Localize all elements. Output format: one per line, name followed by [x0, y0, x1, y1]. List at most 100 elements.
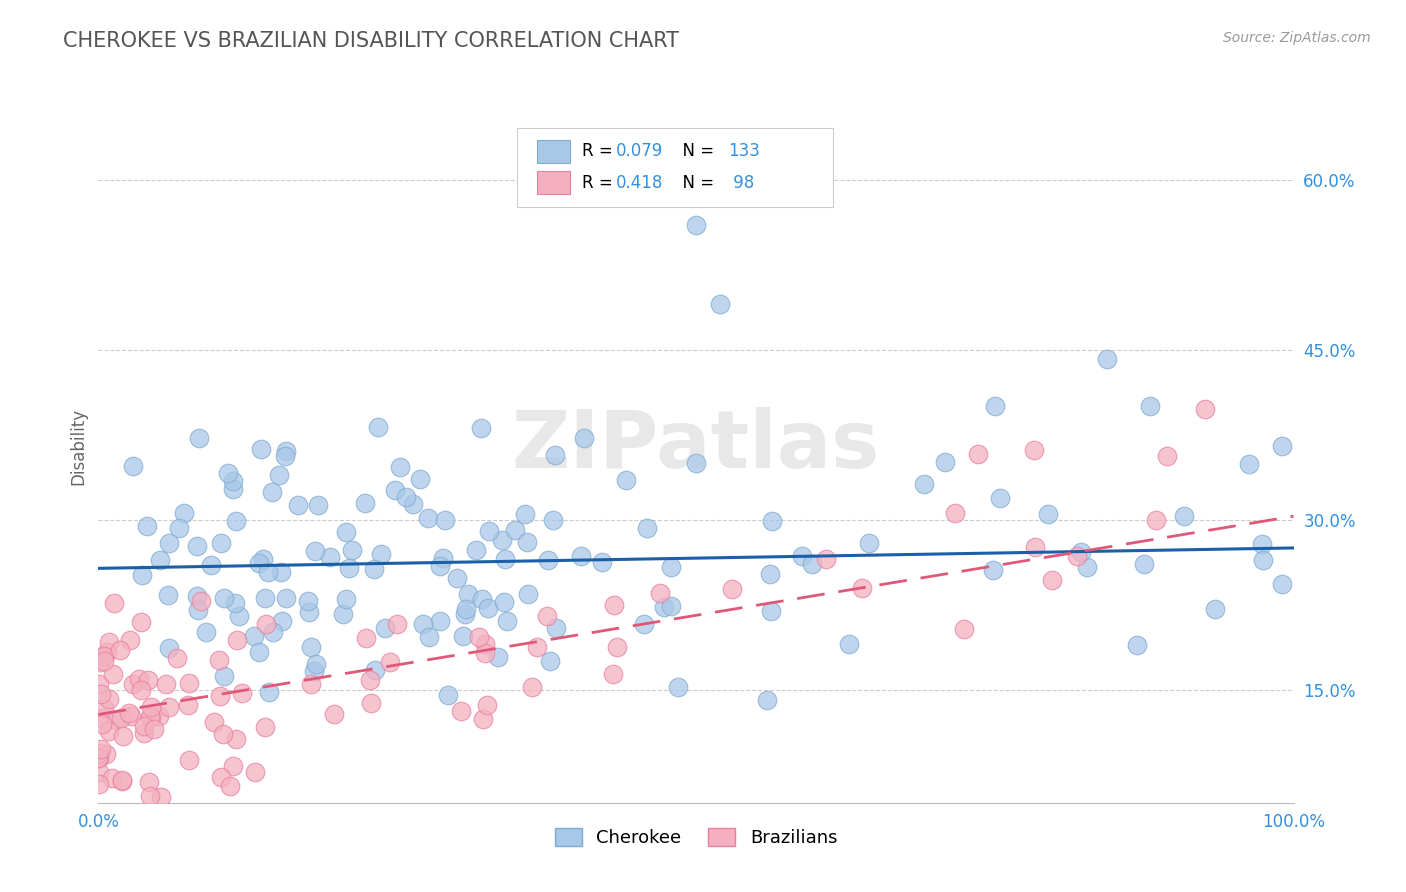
- Point: [155, 677, 177, 691]
- Point: [138, 789, 160, 803]
- Point: [966, 447, 988, 461]
- Point: [111, 773, 134, 788]
- Point: [104, 713, 127, 727]
- Point: [254, 720, 277, 734]
- Point: [437, 688, 460, 702]
- Point: [274, 449, 297, 463]
- Point: [541, 513, 564, 527]
- Point: [800, 557, 823, 571]
- Point: [457, 586, 479, 600]
- Point: [103, 596, 125, 610]
- Point: [416, 511, 439, 525]
- Point: [243, 764, 266, 779]
- Point: [633, 616, 655, 631]
- Point: [486, 650, 509, 665]
- Point: [429, 614, 451, 628]
- Point: [337, 560, 360, 574]
- Point: [491, 533, 513, 548]
- Point: [495, 552, 517, 566]
- Point: [1251, 553, 1274, 567]
- Point: [139, 699, 162, 714]
- Point: [360, 697, 382, 711]
- Point: [136, 518, 159, 533]
- Point: [470, 420, 492, 434]
- Point: [157, 536, 180, 550]
- Point: [385, 617, 408, 632]
- Point: [149, 790, 172, 805]
- Point: [721, 582, 744, 596]
- Point: [98, 691, 121, 706]
- Point: [179, 675, 201, 690]
- Point: [96, 645, 118, 659]
- Point: [432, 550, 454, 565]
- Point: [384, 483, 406, 497]
- Point: [606, 640, 628, 654]
- Point: [307, 498, 329, 512]
- Point: [100, 771, 122, 785]
- Point: [208, 690, 231, 704]
- Point: [409, 471, 432, 485]
- Point: [454, 607, 477, 622]
- Point: [118, 706, 141, 720]
- Point: [1040, 574, 1063, 588]
- Point: [838, 637, 860, 651]
- Point: [93, 701, 115, 715]
- Point: [304, 544, 326, 558]
- Point: [471, 592, 494, 607]
- Point: [395, 490, 418, 504]
- Point: [1250, 536, 1272, 550]
- Point: [208, 653, 231, 667]
- Point: [89, 750, 111, 764]
- Point: [111, 774, 134, 789]
- Point: [652, 599, 675, 614]
- Point: [367, 420, 389, 434]
- Point: [503, 523, 526, 537]
- Point: [89, 655, 111, 669]
- Point: [87, 751, 110, 765]
- Point: [1022, 442, 1045, 457]
- Point: [167, 521, 190, 535]
- Text: CHEROKEE VS BRAZILIAN DISABILITY CORRELATION CHART: CHEROKEE VS BRAZILIAN DISABILITY CORRELA…: [63, 31, 679, 51]
- Point: [456, 602, 478, 616]
- Point: [247, 556, 270, 570]
- Point: [186, 589, 208, 603]
- Point: [709, 297, 731, 311]
- Point: [129, 615, 152, 629]
- Point: [1076, 560, 1098, 574]
- Point: [495, 615, 517, 629]
- Text: 98: 98: [728, 174, 755, 192]
- Point: [364, 663, 387, 677]
- Text: Source: ZipAtlas.com: Source: ZipAtlas.com: [1223, 31, 1371, 45]
- Text: 0.079: 0.079: [616, 143, 664, 161]
- Point: [120, 709, 142, 723]
- Point: [118, 632, 141, 647]
- Point: [1139, 400, 1161, 414]
- Point: [110, 711, 132, 725]
- Point: [299, 677, 322, 691]
- Point: [187, 431, 209, 445]
- Point: [212, 591, 235, 606]
- Point: [912, 477, 935, 491]
- Point: [231, 686, 253, 700]
- Point: [446, 571, 468, 585]
- Point: [858, 535, 880, 549]
- Point: [1271, 439, 1294, 453]
- Point: [139, 710, 162, 724]
- Point: [402, 497, 425, 511]
- Point: [262, 484, 284, 499]
- Point: [636, 521, 658, 535]
- Point: [814, 552, 837, 566]
- Point: [792, 549, 814, 563]
- Point: [190, 593, 212, 607]
- Point: [984, 400, 1007, 414]
- Point: [91, 717, 114, 731]
- Point: [148, 708, 170, 723]
- Point: [374, 621, 396, 635]
- Point: [149, 553, 172, 567]
- Point: [353, 496, 375, 510]
- Point: [166, 651, 188, 665]
- Point: [1194, 402, 1216, 417]
- Point: [474, 637, 496, 651]
- Point: [475, 698, 498, 713]
- Point: [299, 640, 322, 654]
